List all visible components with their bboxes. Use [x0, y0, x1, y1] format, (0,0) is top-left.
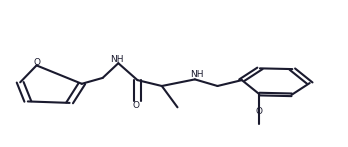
- Text: O: O: [133, 101, 140, 110]
- Text: NH: NH: [110, 55, 123, 64]
- Text: NH: NH: [190, 70, 203, 80]
- Text: O: O: [255, 107, 262, 116]
- Text: O: O: [33, 58, 40, 67]
